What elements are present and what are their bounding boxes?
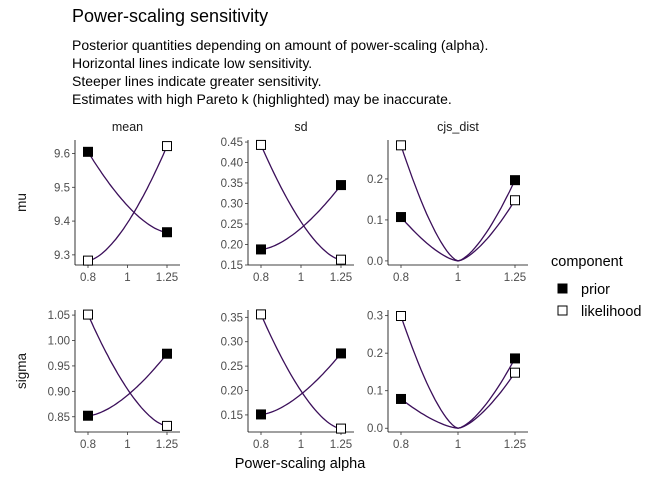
x-tick-label: 1 [455, 439, 461, 451]
point-marker-prior [162, 227, 172, 238]
y-tick-label: 1.00 [48, 336, 70, 348]
y-tick-label: 0.35 [221, 178, 243, 190]
facet-column-label: sd [294, 120, 307, 134]
legend-label: prior [581, 282, 610, 298]
x-tick-label: 1 [298, 439, 304, 451]
x-tick-label: 1.25 [156, 272, 178, 284]
point-marker-likelihood [396, 311, 406, 322]
y-tick-label: 0.85 [48, 412, 70, 424]
legend-marker-likelihood [557, 305, 568, 316]
chart-title: Power-scaling sensitivity [72, 6, 269, 26]
series-line-prior [400, 358, 516, 429]
point-marker-prior [396, 393, 406, 404]
y-tick-label: 0.0 [367, 256, 383, 268]
point-marker-prior [510, 353, 520, 364]
y-tick-label: 1.05 [48, 310, 70, 322]
legend-label: likelihood [581, 304, 641, 320]
point-marker-likelihood [336, 423, 346, 434]
point-marker-likelihood [256, 309, 266, 320]
x-tick-label: 0.8 [393, 272, 409, 284]
x-tick-label: 0.8 [253, 439, 269, 451]
x-tick-label: 0.8 [80, 272, 96, 284]
y-tick-label: 0.1 [367, 386, 383, 398]
point-marker-prior [83, 146, 93, 157]
point-marker-prior [256, 244, 266, 255]
point-marker-prior [336, 180, 346, 191]
y-tick-label: 0.0 [367, 423, 383, 435]
facet-column-label: cjs_dist [437, 120, 479, 134]
y-tick-label: 9.5 [54, 182, 70, 194]
y-tick-label: 0.20 [221, 386, 243, 398]
x-tick-label: 1.25 [504, 439, 526, 451]
y-tick-label: 0.35 [221, 312, 243, 324]
point-marker-likelihood [256, 139, 266, 150]
y-tick-label: 0.45 [221, 137, 243, 149]
y-tick-label: 0.90 [48, 386, 70, 398]
point-marker-likelihood [162, 141, 172, 152]
point-marker-prior [396, 212, 406, 223]
series-line-likelihood [87, 314, 168, 427]
x-axis-title: Power-scaling alpha [235, 456, 367, 472]
y-tick-label: 0.95 [48, 361, 70, 373]
point-marker-likelihood [510, 195, 520, 206]
series-line-prior [87, 353, 168, 417]
x-tick-label: 0.8 [253, 272, 269, 284]
y-tick-label: 0.2 [367, 348, 383, 360]
x-tick-label: 0.8 [393, 439, 409, 451]
point-marker-prior [336, 348, 346, 359]
y-tick-label: 0.3 [367, 311, 383, 323]
y-tick-label: 0.30 [221, 337, 243, 349]
y-tick-label: 0.25 [221, 219, 243, 231]
point-marker-prior [256, 409, 266, 420]
y-tick-label: 9.6 [54, 149, 70, 161]
series-line-likelihood [260, 314, 342, 430]
x-tick-label: 1 [124, 272, 130, 284]
series-line-prior [87, 151, 168, 233]
y-tick-label: 0.25 [221, 361, 243, 373]
x-tick-label: 1.25 [330, 272, 352, 284]
point-marker-prior [162, 348, 172, 359]
y-tick-label: 9.4 [54, 216, 71, 228]
point-marker-prior [83, 410, 93, 421]
point-marker-likelihood [83, 255, 93, 266]
facet-column-label: mean [112, 120, 143, 134]
series-line-likelihood [260, 144, 342, 261]
point-marker-prior [510, 175, 520, 186]
facet-row-label: mu [14, 193, 29, 212]
chart-subtitle: Posterior quantities depending on amount… [72, 37, 489, 107]
series-line-likelihood [400, 145, 516, 262]
y-tick-label: 9.3 [54, 250, 70, 262]
x-tick-label: 0.8 [80, 439, 96, 451]
y-tick-label: 0.40 [221, 158, 243, 170]
point-marker-likelihood [162, 420, 172, 431]
series-line-likelihood [400, 315, 516, 429]
y-tick-label: 0.15 [221, 260, 243, 272]
y-tick-label: 0.15 [221, 410, 243, 422]
y-tick-label: 0.2 [367, 174, 383, 186]
point-marker-likelihood [336, 254, 346, 265]
y-tick-label: 0.20 [221, 240, 243, 252]
series-line-prior [260, 352, 342, 416]
series-line-likelihood [87, 145, 168, 262]
point-marker-likelihood [83, 309, 93, 320]
y-tick-label: 0.30 [221, 199, 243, 211]
x-tick-label: 1.25 [504, 272, 526, 284]
x-tick-label: 1 [298, 272, 304, 284]
point-marker-likelihood [396, 140, 406, 151]
y-tick-label: 0.1 [367, 215, 383, 227]
legend-title: component [551, 254, 623, 270]
facet-row-label: sigma [14, 353, 29, 390]
x-tick-label: 1.25 [156, 439, 178, 451]
point-marker-likelihood [510, 367, 520, 378]
legend-marker-prior [557, 283, 568, 294]
x-tick-label: 1 [455, 272, 461, 284]
x-tick-label: 1 [124, 439, 130, 451]
x-tick-label: 1.25 [330, 439, 352, 451]
series-line-prior [260, 184, 342, 251]
